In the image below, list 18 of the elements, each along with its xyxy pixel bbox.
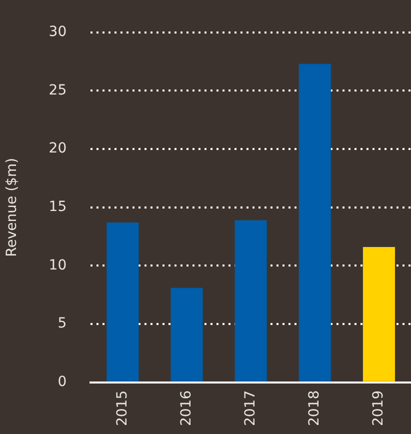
y-tick-label: 30 <box>48 24 67 40</box>
bar <box>106 222 139 382</box>
bar <box>170 288 203 382</box>
x-tick-label: 2019 <box>370 390 387 426</box>
x-tick-label: 2016 <box>178 390 194 426</box>
y-tick-label: 0 <box>58 374 67 390</box>
y-tick-label: 25 <box>48 82 67 98</box>
y-tick-label: 10 <box>48 257 67 274</box>
x-tick-label: 2017 <box>242 390 258 426</box>
bar <box>362 247 395 382</box>
y-tick-label: 20 <box>48 140 67 157</box>
y-axis-title: Revenue ($m) <box>4 158 20 257</box>
x-tick-label: 2018 <box>306 390 323 426</box>
bar <box>298 64 331 382</box>
bar <box>234 220 267 382</box>
y-tick-label: 15 <box>48 199 67 216</box>
x-tick-label: 2015 <box>114 390 130 426</box>
y-tick-label: 5 <box>58 316 67 332</box>
